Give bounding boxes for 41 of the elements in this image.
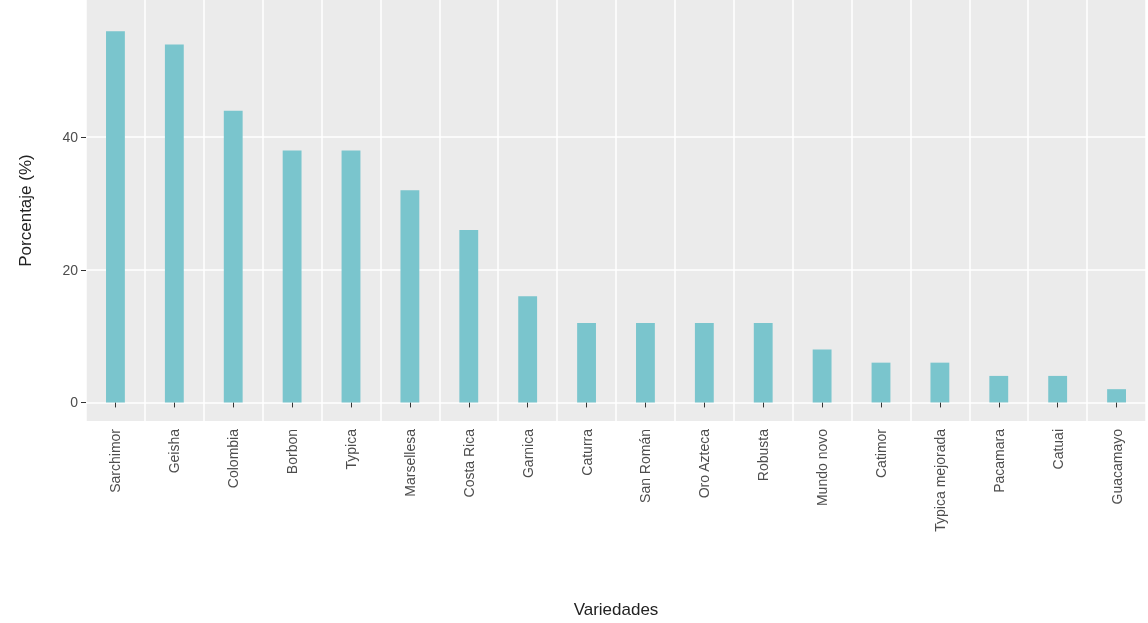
y-tick-label: 0 [70, 394, 79, 411]
bar [1048, 375, 1068, 403]
y-tick-label: 20 [62, 261, 79, 278]
x-tick-label: Geisha [166, 428, 183, 474]
y-axis-title: Porcentaje (%) [16, 154, 35, 267]
y-tick-label: 40 [62, 129, 79, 146]
x-axis-title: Variedades [573, 600, 659, 619]
bar [930, 362, 950, 403]
bar [106, 31, 125, 403]
x-tick-label: Typica mejorada [931, 428, 948, 532]
x-tick-label: Colombia [225, 428, 242, 489]
bar [753, 322, 773, 403]
bar [282, 150, 302, 403]
x-tick-label: Guacamayo [1108, 428, 1125, 505]
bar [871, 362, 891, 403]
bar [518, 296, 538, 403]
x-tick-label: Pacamara [990, 428, 1007, 493]
bar [989, 375, 1009, 403]
bar [341, 150, 361, 403]
bar [812, 349, 832, 403]
x-tick-label: Typica [343, 428, 359, 470]
x-tick-label: Oro Azteca [696, 428, 713, 499]
x-tick-label: Mundo novo [814, 428, 831, 507]
bar [400, 190, 420, 403]
bar [1107, 389, 1126, 403]
x-tick-label: Costa Rica [460, 428, 477, 498]
bar [577, 322, 596, 403]
x-tick-label: Caturra [578, 428, 595, 476]
x-tick-label: Borbon [284, 429, 301, 475]
x-tick-label: Catuai [1049, 429, 1066, 470]
x-tick-label: San Román [637, 429, 654, 503]
x-tick-label: Sarchimor [107, 428, 124, 493]
x-tick-label: Catimor [873, 428, 889, 479]
bar [223, 110, 243, 403]
x-tick-label: Robusta [755, 428, 772, 482]
x-tick-label: Marsellesa [401, 428, 418, 497]
bar [164, 44, 184, 403]
bar [694, 322, 714, 403]
x-tick-label: Garnica [519, 428, 536, 479]
bar [636, 322, 655, 403]
bar [459, 230, 479, 403]
